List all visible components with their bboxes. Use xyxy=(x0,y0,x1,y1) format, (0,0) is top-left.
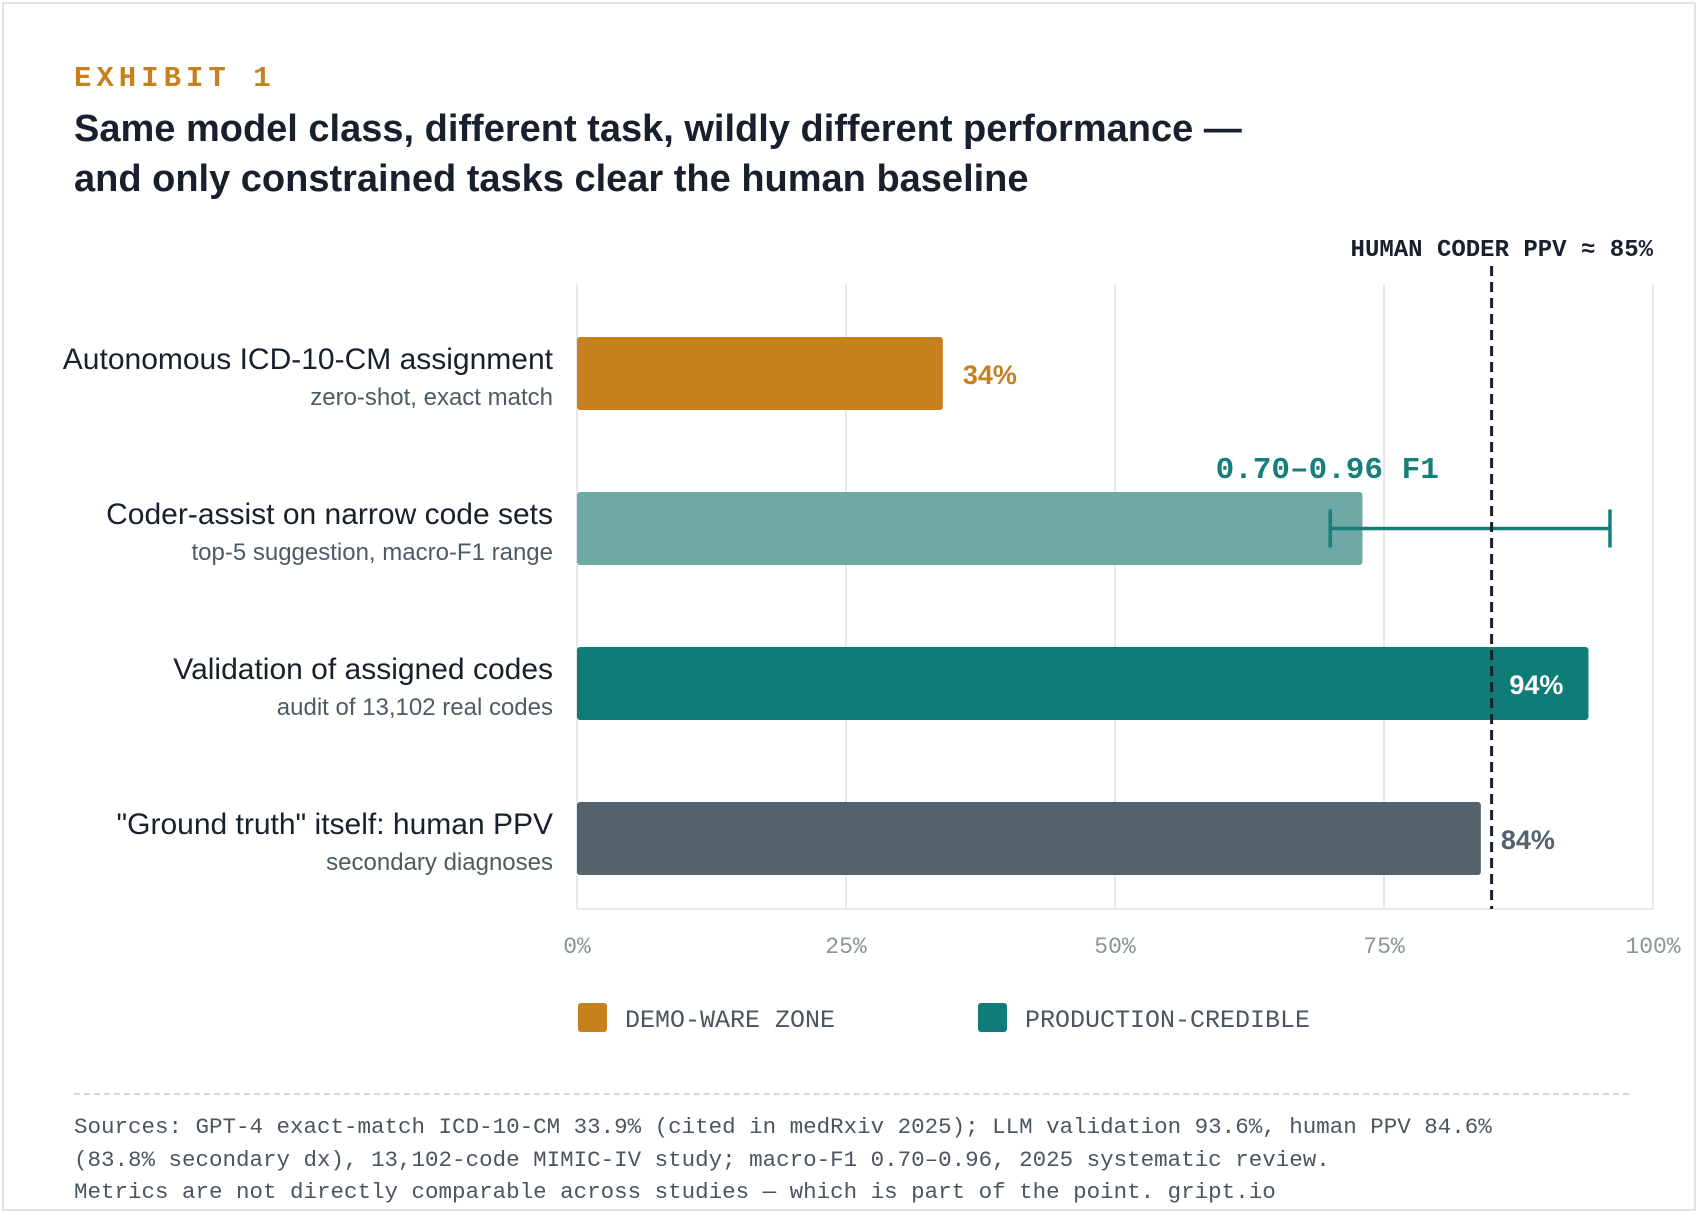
bar-chart: 0% 25% 50% 75% 100% Autonomous ICD-10-CM assi… xyxy=(63,237,1681,1035)
category-subtitle: zero-shot, exact match xyxy=(310,384,553,411)
sources-line-2: (83.8% secondary dx), 13,102-code MIMIC-… xyxy=(74,1146,1330,1173)
sources-note: Sources: GPT-4 exact-match ICD-10-CM 33.… xyxy=(74,1111,1664,1209)
footer-divider xyxy=(74,1093,1629,1095)
category-subtitle: secondary diagnoses xyxy=(326,849,553,876)
data-label: 84% xyxy=(1501,825,1555,855)
bar xyxy=(577,647,1589,720)
x-tick-label: 100% xyxy=(1625,934,1680,960)
error-range-label: 0.70–0.96 F1 xyxy=(1216,453,1439,488)
chart-title-line-1: Same model class, different task, wildly… xyxy=(74,108,1242,150)
x-tick-label: 75% xyxy=(1363,934,1405,960)
x-tick-label: 0% xyxy=(563,934,591,960)
category-label: Validation of assigned codes xyxy=(173,653,553,686)
category-label: Coder-assist on narrow code sets xyxy=(106,498,553,531)
bar xyxy=(577,492,1363,565)
legend-swatch xyxy=(978,1003,1007,1032)
chart-title: Same model class, different task, wildly… xyxy=(74,104,1404,204)
bar xyxy=(577,337,943,410)
category-label: Autonomous ICD-10-CM assignment xyxy=(63,343,554,376)
category-label: "Ground truth" itself: human PPV xyxy=(116,808,553,841)
sources-line-3: Metrics are not directly comparable acro… xyxy=(74,1179,1276,1205)
data-label: 94% xyxy=(1509,670,1563,700)
x-tick-label: 50% xyxy=(1094,934,1136,960)
category-subtitle: top-5 suggestion, macro-F1 range xyxy=(191,539,553,566)
reference-line-label: HUMAN CODER PPV ≈ 85% xyxy=(1351,237,1654,264)
legend-label: DEMO-WARE ZONE xyxy=(625,1006,835,1035)
legend-label: PRODUCTION-CREDIBLE xyxy=(1025,1006,1310,1035)
bar xyxy=(577,802,1481,875)
legend-swatch xyxy=(578,1003,607,1032)
exhibit-label: EXHIBIT 1 xyxy=(74,62,276,95)
category-subtitle: audit of 13,102 real codes xyxy=(277,694,553,721)
sources-line-1: Sources: GPT-4 exact-match ICD-10-CM 33.… xyxy=(74,1114,1492,1140)
chart-title-line-2: and only constrained tasks clear the hum… xyxy=(74,158,1029,200)
data-label: 34% xyxy=(963,360,1017,390)
x-tick-label: 25% xyxy=(825,934,867,960)
